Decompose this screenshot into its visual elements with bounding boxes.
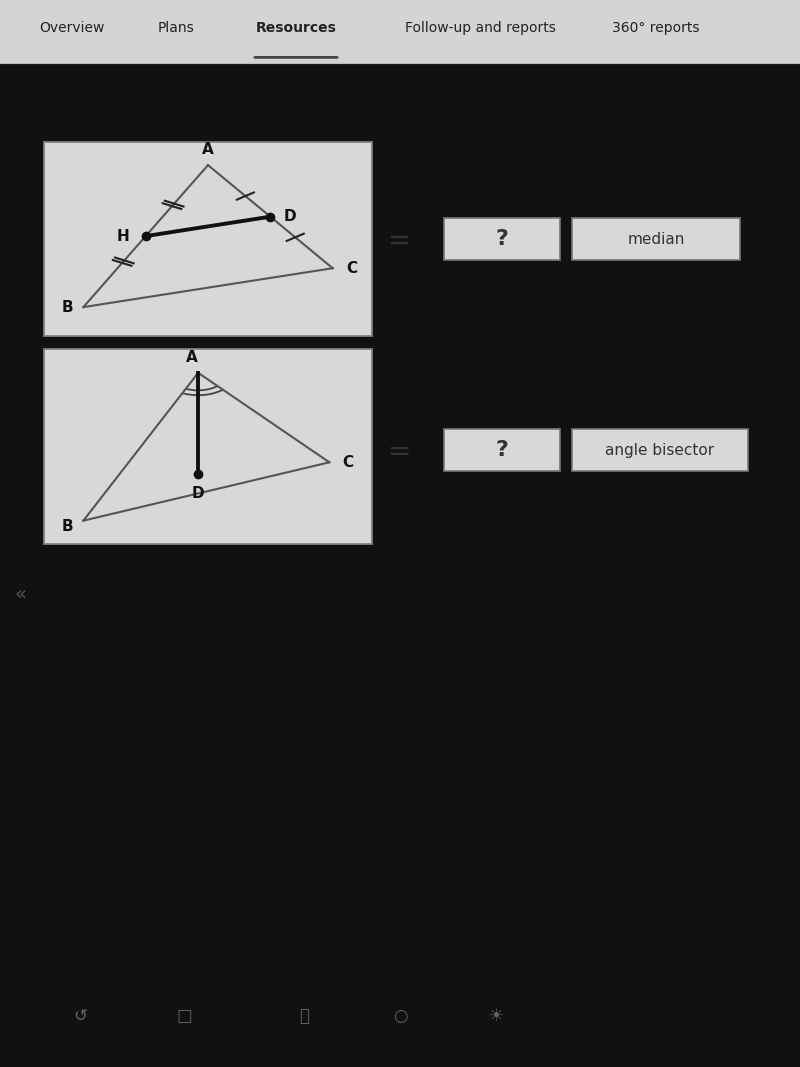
Text: median: median (627, 232, 685, 246)
Text: =: = (388, 437, 412, 465)
Text: C: C (342, 455, 354, 469)
Bar (572, 429, 748, 472)
Text: A: A (202, 142, 214, 157)
Text: D: D (283, 209, 296, 224)
Bar (0, 0, 800, 63)
Text: 360° reports: 360° reports (612, 21, 700, 35)
Text: A: A (186, 350, 198, 365)
Text: D: D (192, 485, 205, 500)
Text: B: B (61, 519, 73, 534)
Text: angle bisector: angle bisector (606, 443, 714, 458)
Text: H: H (117, 228, 130, 243)
Bar (444, 429, 560, 472)
Text: ☀: ☀ (489, 1007, 503, 1024)
Text: B: B (61, 300, 73, 315)
Text: ⎕: ⎕ (299, 1007, 309, 1024)
Text: C: C (346, 260, 357, 275)
Text: Overview: Overview (39, 21, 105, 35)
Text: =: = (388, 226, 412, 255)
Text: Plans: Plans (158, 21, 194, 35)
Bar (444, 218, 560, 260)
Text: □: □ (176, 1007, 192, 1024)
Bar (44, 350, 372, 544)
Text: ?: ? (495, 440, 509, 460)
Bar (572, 218, 740, 260)
Text: «: « (14, 584, 26, 603)
Text: ↺: ↺ (73, 1007, 87, 1024)
Text: Follow-up and reports: Follow-up and reports (405, 21, 555, 35)
Text: ○: ○ (393, 1007, 407, 1024)
Bar (44, 142, 372, 336)
Text: ?: ? (495, 229, 509, 249)
Text: Resources: Resources (255, 21, 337, 35)
